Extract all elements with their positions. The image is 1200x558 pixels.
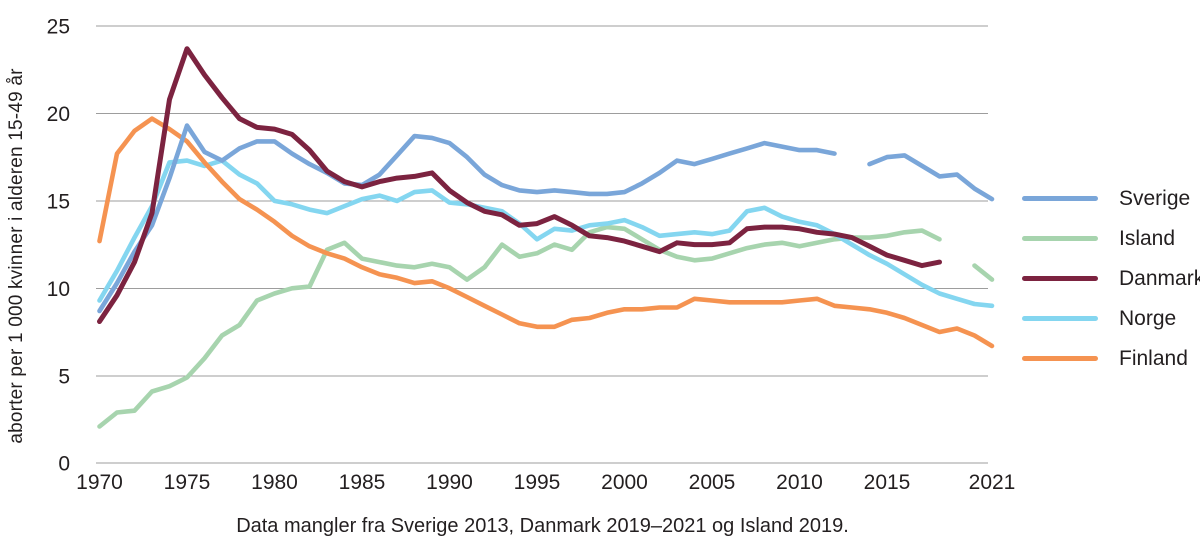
x-tick-label: 1990 [426,471,473,494]
series-line-norge [97,158,995,309]
legend-label: Sverige [1119,187,1191,210]
legend: Sverige Island Danmark Norge Finland [1022,186,1200,371]
x-tick-label: 2010 [776,471,823,494]
legend-item-finland: Finland [1022,346,1200,371]
y-tick-label: 20 [47,103,70,126]
x-tick-label: 1975 [164,471,211,494]
x-tick-label: 1970 [76,471,123,494]
x-tick-label: 1980 [251,471,298,494]
legend-item-danmark: Danmark [1022,266,1200,291]
legend-line-swatch [1022,236,1098,241]
x-tick-label: 2005 [689,471,736,494]
legend-line-swatch [1022,276,1098,281]
y-tick-label: 15 [47,190,70,213]
legend-label: Island [1119,227,1176,250]
legend-item-island: Island [1022,226,1200,251]
x-tick-label: 2021 [969,471,1016,494]
y-tick-label: 25 [47,16,70,39]
legend-item-sverige: Sverige [1022,186,1200,211]
legend-line-swatch [1022,196,1098,201]
legend-line-swatch [1022,356,1098,361]
chart-caption: Data mangler fra Sverige 2013, Danmark 2… [236,515,849,537]
legend-item-norge: Norge [1022,306,1200,331]
y-tick-label: 0 [58,453,70,476]
legend-label: Danmark [1119,267,1200,290]
series-line-danmark [97,46,942,324]
series-line-sverige [97,123,995,314]
y-tick-label: 10 [47,278,70,301]
series-line-finland [97,116,995,349]
y-tick-label: 5 [58,365,70,388]
x-tick-label: 2000 [601,471,648,494]
x-tick-label: 2015 [864,471,911,494]
legend-line-swatch [1022,316,1098,321]
x-tick-label: 1995 [514,471,561,494]
series-line-island [97,224,995,429]
legend-label: Norge [1119,307,1177,330]
x-tick-label: 1985 [339,471,386,494]
legend-label: Finland [1119,347,1188,370]
